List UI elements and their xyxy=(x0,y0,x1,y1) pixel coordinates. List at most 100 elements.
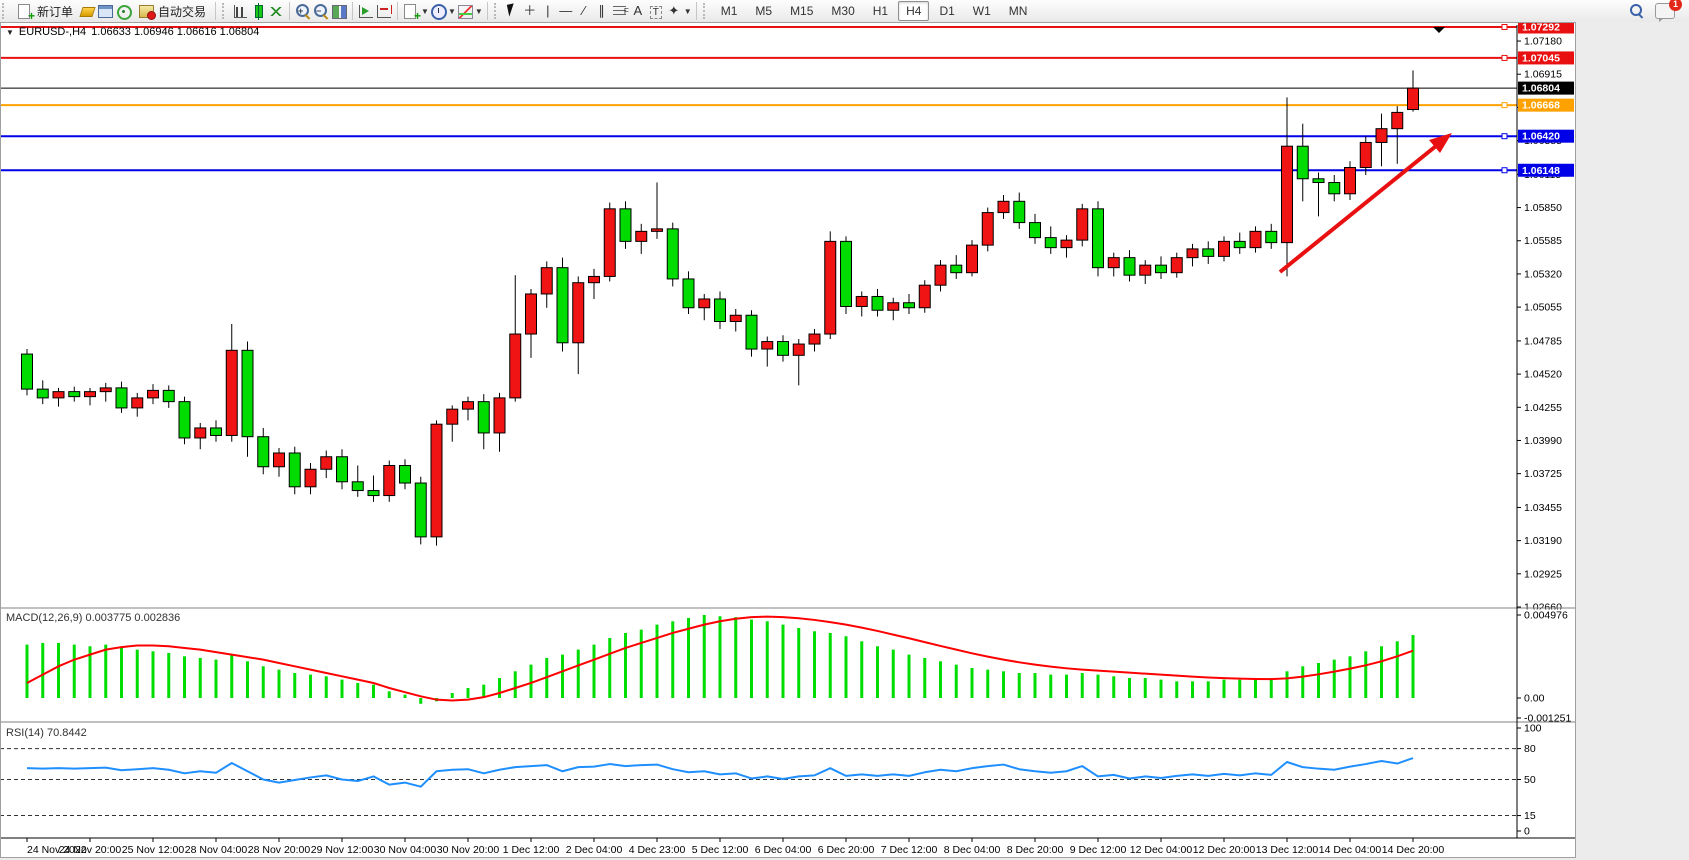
candle-bullish[interactable] xyxy=(304,468,317,488)
zoom-in-icon[interactable]: + xyxy=(294,3,312,19)
candle-bullish[interactable] xyxy=(698,298,711,309)
candle-bearish[interactable] xyxy=(1155,264,1167,274)
candle-bullish[interactable] xyxy=(572,282,585,344)
candle-bullish[interactable] xyxy=(509,333,522,399)
candle-bearish[interactable] xyxy=(556,267,569,344)
horizontal-line-icon[interactable]: — xyxy=(559,3,573,18)
line-handle[interactable] xyxy=(1501,102,1508,109)
candle-bearish[interactable] xyxy=(178,401,191,439)
candle-bearish[interactable] xyxy=(399,465,411,484)
candle-bullish[interactable] xyxy=(1060,239,1073,249)
candle-bearish[interactable] xyxy=(1265,230,1278,244)
candle-bullish[interactable] xyxy=(603,208,616,277)
candle-bullish[interactable] xyxy=(981,212,994,246)
candle-bullish[interactable] xyxy=(1281,145,1293,244)
trend-arrow-head[interactable] xyxy=(1429,133,1452,153)
line-handle[interactable] xyxy=(1501,24,1508,31)
candle-bearish[interactable] xyxy=(1233,240,1246,249)
candle-bearish[interactable] xyxy=(367,490,380,497)
market-watch-icon[interactable] xyxy=(96,3,114,19)
candle-bullish[interactable] xyxy=(918,284,931,309)
zoom-out-icon[interactable]: − xyxy=(312,3,330,19)
candle-bullish[interactable] xyxy=(1107,257,1120,269)
new-order-button[interactable]: 新订单 xyxy=(11,1,78,24)
candle-bearish[interactable] xyxy=(1123,257,1136,276)
candle-bullish[interactable] xyxy=(147,389,159,399)
candle-bearish[interactable] xyxy=(745,314,758,350)
candle-bullish[interactable] xyxy=(1249,230,1262,249)
timeframe-m5-button[interactable]: M5 xyxy=(755,4,773,18)
arrows-icon[interactable]: ✦ xyxy=(668,3,680,18)
candle-bullish[interactable] xyxy=(997,200,1010,214)
toolbar-grip[interactable] xyxy=(2,3,9,19)
candle-bearish[interactable] xyxy=(1029,222,1041,239)
toolbar-grip[interactable] xyxy=(222,3,229,19)
periods-icon[interactable] xyxy=(429,3,447,20)
timeframe-h4-button[interactable]: H4 xyxy=(898,1,930,21)
candle-bullish[interactable] xyxy=(808,333,821,345)
candle-bullish[interactable] xyxy=(383,465,396,497)
candle-bullish[interactable] xyxy=(1375,128,1388,143)
candle-bearish[interactable] xyxy=(666,228,679,280)
text-label-icon[interactable]: T xyxy=(647,3,665,19)
line-handle[interactable] xyxy=(1501,54,1508,61)
candle-bearish[interactable] xyxy=(414,482,427,538)
periods-caret-icon[interactable]: ▼ xyxy=(447,6,456,16)
timeframe-mn-button[interactable]: MN xyxy=(1008,4,1028,18)
line-chart-icon[interactable] xyxy=(267,3,285,19)
indicators-caret-icon[interactable]: ▼ xyxy=(474,6,483,16)
candle-bearish[interactable] xyxy=(950,264,963,274)
candle-bullish[interactable] xyxy=(761,341,774,350)
toolbar-grip[interactable] xyxy=(493,3,501,19)
fibonacci-icon[interactable] xyxy=(611,3,629,20)
candle-bearish[interactable] xyxy=(210,427,222,436)
candle-bullish[interactable] xyxy=(462,401,474,410)
chart-menu-icon[interactable]: ▼ xyxy=(6,27,14,37)
timeframe-d1-button[interactable]: D1 xyxy=(939,4,955,18)
candle-bullish[interactable] xyxy=(934,264,947,286)
candle-bullish[interactable] xyxy=(1170,257,1183,274)
search-icon[interactable] xyxy=(1629,3,1645,19)
timeframe-m30-button[interactable]: M30 xyxy=(831,4,855,18)
candle-bullish[interactable] xyxy=(729,314,742,323)
candle-bearish[interactable] xyxy=(241,349,254,438)
line-handle[interactable] xyxy=(1501,133,1508,140)
candle-bullish[interactable] xyxy=(194,427,207,439)
trendline-icon[interactable]: ∕ xyxy=(582,3,585,18)
candle-bearish[interactable] xyxy=(36,388,49,399)
candle-bearish[interactable] xyxy=(1044,237,1057,249)
candle-bullish[interactable] xyxy=(225,349,238,436)
candle-bearish[interactable] xyxy=(871,295,884,311)
signal-icon[interactable] xyxy=(114,3,133,20)
timeframe-w1-button[interactable]: W1 xyxy=(972,4,991,18)
crosshair-icon[interactable]: ＋ xyxy=(523,3,537,18)
candle-bearish[interactable] xyxy=(1013,200,1026,224)
candle-bearish[interactable] xyxy=(714,298,726,323)
candle-bullish[interactable] xyxy=(1344,166,1356,195)
toolbar-grip[interactable] xyxy=(702,3,710,19)
candle-bullish[interactable] xyxy=(1218,240,1230,257)
equidistant-channel-icon[interactable]: ∥ xyxy=(598,3,606,18)
candle-bearish[interactable] xyxy=(288,452,301,488)
candle-bullish[interactable] xyxy=(320,456,333,470)
candle-bullish[interactable] xyxy=(855,295,868,307)
candle-bearish[interactable] xyxy=(115,387,128,409)
chat-icon[interactable]: 1 xyxy=(1655,0,1682,22)
candle-bullish[interactable] xyxy=(1407,87,1419,111)
candle-bearish[interactable] xyxy=(1092,208,1104,269)
candle-bullish[interactable] xyxy=(540,267,553,295)
candle-bullish[interactable] xyxy=(1391,111,1404,130)
trend-arrow-line[interactable] xyxy=(1278,144,1438,274)
candle-bearish[interactable] xyxy=(162,389,175,403)
candle-bullish[interactable] xyxy=(1186,248,1199,259)
candle-bearish[interactable] xyxy=(1202,248,1215,257)
highlighter-icon[interactable] xyxy=(78,3,96,19)
candle-bearish[interactable] xyxy=(840,240,852,307)
candle-bearish[interactable] xyxy=(1312,178,1325,184)
timeframe-m1-button[interactable]: M1 xyxy=(720,4,738,18)
candle-bullish[interactable] xyxy=(588,275,600,284)
timeframe-m15-button[interactable]: M15 xyxy=(790,4,814,18)
candle-bullish[interactable] xyxy=(430,423,443,538)
candle-bearish[interactable] xyxy=(21,353,33,390)
